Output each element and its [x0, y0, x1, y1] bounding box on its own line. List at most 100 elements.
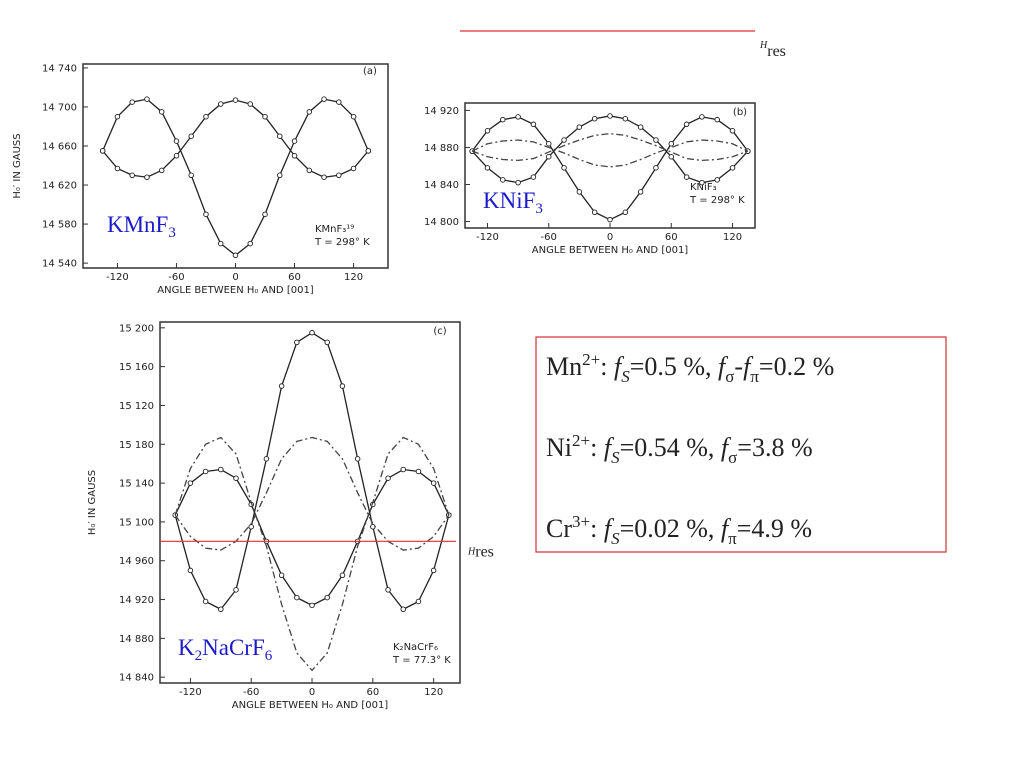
y-tick-label: 15 120 — [119, 401, 154, 412]
data-point — [653, 165, 659, 171]
annotation: T = 77.3° K — [392, 655, 451, 666]
data-point — [144, 174, 150, 180]
data-point — [714, 177, 720, 183]
data-point — [309, 602, 315, 609]
info-box — [535, 336, 947, 553]
info-segment: S — [621, 367, 630, 386]
info-segment: : — [600, 352, 614, 381]
x-tick-label: -60 — [243, 687, 259, 698]
data-point — [129, 172, 135, 179]
data-point — [188, 133, 194, 139]
data-point — [321, 96, 327, 102]
x-axis-label: ANGLE BETWEEN H₀ AND [001] — [532, 245, 689, 256]
panel-tag: (c) — [433, 326, 446, 337]
data-point — [321, 174, 327, 180]
label-main: K — [178, 635, 195, 660]
data-point — [309, 329, 315, 336]
info-segment: f — [604, 514, 615, 543]
label-main: KMnF — [107, 212, 168, 237]
info-segment: f — [721, 514, 732, 543]
data-point — [365, 148, 372, 154]
data-point — [515, 114, 521, 120]
material-label: KMnF3 — [107, 212, 176, 241]
x-tick-label: -120 — [476, 232, 499, 243]
x-tick-label: 0 — [232, 272, 238, 283]
label-sub: 3 — [535, 201, 543, 217]
label-sub: 3 — [168, 225, 176, 241]
data-point — [400, 466, 406, 473]
x-tick-label: -120 — [179, 687, 202, 698]
data-point — [294, 594, 300, 601]
info-segment: f — [718, 352, 729, 381]
data-point — [339, 383, 346, 389]
data-point — [324, 339, 330, 346]
data-point — [350, 113, 357, 120]
label-main: H — [759, 40, 768, 51]
data-point — [339, 572, 346, 579]
annotation: K₂NaCrF₆ — [393, 642, 438, 653]
data-point — [729, 165, 736, 171]
data-point — [233, 475, 239, 481]
series-line — [471, 115, 749, 184]
x-tick-label: 120 — [723, 232, 742, 243]
data-point — [294, 339, 300, 346]
reference-label: Hres — [467, 543, 494, 560]
series-line — [174, 436, 450, 551]
data-point — [218, 466, 224, 473]
data-point — [114, 113, 121, 120]
data-point — [324, 594, 330, 601]
data-point — [530, 121, 537, 128]
data-point — [291, 138, 298, 144]
series-line — [174, 331, 450, 611]
material-label: KNiF3 — [483, 188, 543, 217]
data-point — [187, 567, 194, 574]
data-point — [99, 148, 106, 154]
info-segment: =0.5 %, — [630, 352, 718, 381]
info-segment: π — [728, 529, 737, 548]
data-point — [622, 209, 629, 216]
x-tick-label: 60 — [366, 687, 379, 698]
label-main: KNiF — [483, 188, 535, 213]
data-point — [232, 252, 239, 259]
info-line: Cr3+: fS=0.02 %, fπ=4.9 % — [546, 512, 812, 548]
data-point — [545, 153, 552, 160]
info-line: Mn2+: fS=0.5 %, fσ-fπ=0.2 % — [546, 350, 834, 386]
data-point — [248, 524, 254, 530]
data-point — [217, 240, 224, 247]
y-tick-label: 15 160 — [119, 362, 154, 373]
x-tick-label: 120 — [424, 687, 443, 698]
x-tick-label: 0 — [309, 687, 315, 698]
x-axis-label: ANGLE BETWEEN H₀ AND [001] — [157, 285, 314, 296]
panel-tag: (a) — [363, 66, 377, 77]
data-point — [500, 177, 506, 183]
info-segment: =4.9 % — [737, 514, 812, 543]
data-point — [217, 101, 224, 107]
info-segment: Ni — [546, 433, 572, 462]
y-tick-label: 15 100 — [119, 517, 154, 528]
info-segment: =3.8 % — [737, 433, 812, 462]
reference-label: Hres — [759, 40, 786, 60]
data-point — [173, 153, 180, 159]
label-main: NaCrF — [202, 635, 265, 660]
data-point — [278, 572, 285, 579]
series-line — [174, 436, 450, 672]
x-tick-label: 60 — [665, 232, 678, 243]
info-segment: σ — [725, 367, 734, 386]
info-segment: σ — [728, 448, 737, 467]
data-point — [530, 174, 537, 180]
data-point — [484, 165, 491, 171]
x-tick-label: 60 — [288, 272, 301, 283]
series-line — [174, 468, 450, 607]
series-line — [102, 99, 369, 178]
data-point — [233, 587, 239, 593]
info-segment: f — [604, 433, 615, 462]
data-point — [218, 606, 224, 612]
info-line: Ni2+: fS=0.54 %, fσ=3.8 % — [546, 431, 813, 467]
data-point — [699, 114, 705, 120]
y-tick-label: 14 540 — [42, 259, 77, 270]
data-point — [203, 113, 209, 120]
data-point — [306, 167, 313, 174]
info-segment: Cr — [546, 514, 572, 543]
info-segment: f — [721, 433, 732, 462]
